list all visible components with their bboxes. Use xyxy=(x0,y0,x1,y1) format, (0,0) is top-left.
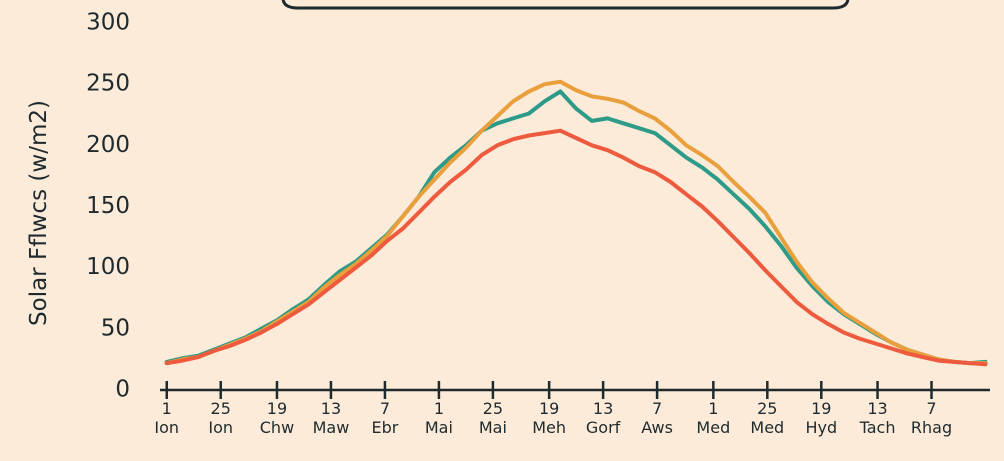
x-tick-label: 1 Mai xyxy=(425,399,453,437)
x-tick-label-line: 13 xyxy=(867,399,887,418)
x-tick-label-line: Mai xyxy=(425,418,453,437)
x-tick-label: 25 Mai xyxy=(479,399,507,437)
x-tick-label-line: Med xyxy=(750,418,784,437)
series-line xyxy=(164,128,988,367)
x-tick-label: 1 Ion xyxy=(154,399,179,437)
x-tick-label: 1 Med xyxy=(696,399,730,437)
y-axis-label: Solar Fflwcs (w/m2) xyxy=(26,100,52,326)
x-tick-label-line: 1 xyxy=(162,399,172,418)
x-tick-label: 7 Ebr xyxy=(372,399,399,437)
y-tick-label: 250 xyxy=(86,71,130,97)
x-tick-label: 7 Rhag xyxy=(911,399,952,437)
x-tick-label-line: Meh xyxy=(532,418,566,437)
x-tick-label: 13 Tach xyxy=(859,399,896,437)
x-tick-label-line: 25 xyxy=(211,399,231,418)
x-tick-label-line: 7 xyxy=(380,399,390,418)
x-tick-label-line: 7 xyxy=(652,399,662,418)
x-tick-label: 19 Meh xyxy=(532,399,566,437)
x-tick-label: 25 Med xyxy=(750,399,784,437)
x-tick-label-line: 19 xyxy=(539,399,559,418)
x-tick-label-line: 19 xyxy=(267,399,287,418)
x-tick-label-line: 25 xyxy=(483,399,503,418)
x-tick-label-line: Med xyxy=(696,418,730,437)
x-tick-label-line: Rhag xyxy=(911,418,952,437)
x-tick-label: 19 Chw xyxy=(260,399,294,437)
x-tick-label-line: Mai xyxy=(479,418,507,437)
x-tick-label-line: 25 xyxy=(757,399,777,418)
x-tick-label: 13 Gorf xyxy=(586,399,621,437)
x-tick-label-line: Hyd xyxy=(805,418,837,437)
y-tick-label: 100 xyxy=(86,254,130,280)
y-tick-label: 200 xyxy=(86,132,130,158)
x-tick-label-line: 13 xyxy=(321,399,341,418)
x-tick-label: 7 Aws xyxy=(641,399,673,437)
x-tick-label-line: Aws xyxy=(641,418,673,437)
x-tick-label-line: Gorf xyxy=(586,418,621,437)
x-tick-label: 13 Maw xyxy=(313,399,350,437)
header-box xyxy=(281,0,850,10)
y-tick-label: 50 xyxy=(101,315,130,341)
x-tick-label-line: Ion xyxy=(154,418,179,437)
x-tick-label-line: Maw xyxy=(313,418,350,437)
x-tick-label-line: 1 xyxy=(708,399,718,418)
x-tick-label: 19 Hyd xyxy=(805,399,837,437)
y-tick-label: 150 xyxy=(86,193,130,219)
y-tick-label: 300 xyxy=(86,10,130,36)
x-tick-label-line: 7 xyxy=(926,399,936,418)
x-tick-label-line: 1 xyxy=(434,399,444,418)
x-tick-label-line: 19 xyxy=(811,399,831,418)
series-line xyxy=(164,79,988,366)
x-tick-label-line: Chw xyxy=(260,418,294,437)
x-tick-label: 25 Ion xyxy=(208,399,233,437)
x-tick-label-line: Tach xyxy=(859,418,896,437)
y-tick-label: 0 xyxy=(115,377,130,403)
x-tick-label-line: Ion xyxy=(208,418,233,437)
x-tick-label-line: Ebr xyxy=(372,418,399,437)
x-tick-label-line: 13 xyxy=(593,399,613,418)
